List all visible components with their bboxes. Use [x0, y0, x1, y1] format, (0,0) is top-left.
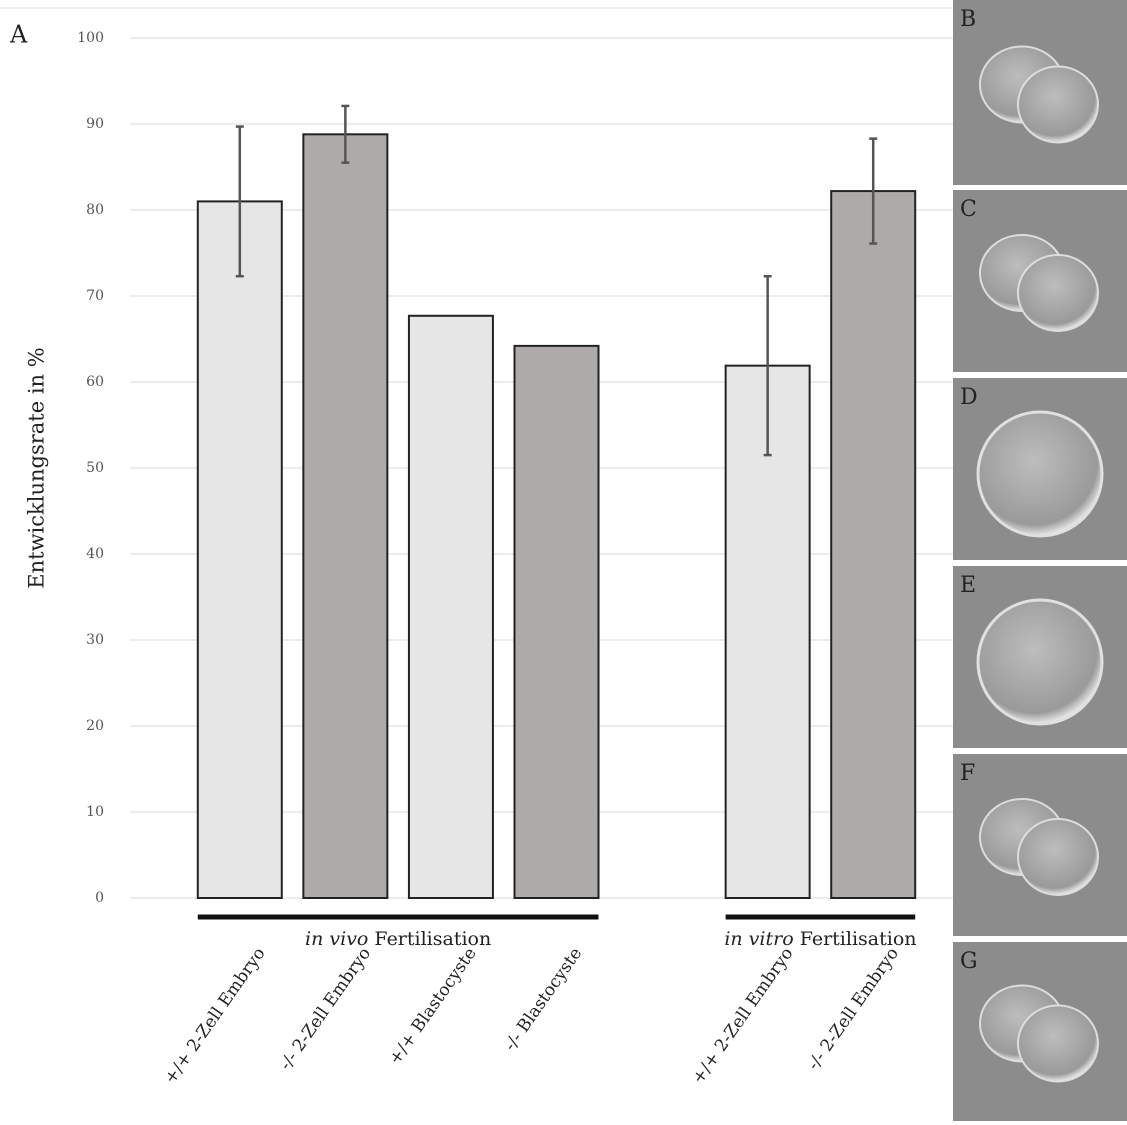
panel-label: F [960, 761, 975, 786]
y-tick-label: 100 [77, 30, 104, 46]
x-tick-label: +/+ Blastocyste [385, 944, 481, 1069]
cell [1018, 819, 1098, 895]
panel-label: C [960, 197, 977, 222]
y-tick-label: 80 [86, 202, 104, 218]
y-tick-label: 0 [95, 890, 104, 906]
group-label-italic: in vitro [724, 928, 793, 950]
cell [1018, 1006, 1098, 1082]
bar [198, 201, 282, 898]
x-tick-label: -/- 2-Zell Embryo [276, 944, 375, 1074]
x-tick-label: +/+ 2-Zell Embryo [160, 944, 269, 1088]
micrograph: E [953, 566, 1127, 748]
bar [831, 191, 915, 898]
y-axis-label: Entwicklungsrate in % [25, 347, 49, 588]
cell [978, 600, 1102, 724]
bar [303, 134, 387, 898]
y-tick-label: 30 [86, 632, 104, 648]
x-tick-label: -/- Blastocyste [500, 944, 586, 1055]
group-label-italic: in vivo [305, 928, 368, 950]
figure: A Entwicklungsrate in % 0 10 20 30 40 50 60 70 8… [0, 0, 1127, 1121]
y-tick-label: 40 [86, 546, 104, 562]
micrograph: D [953, 378, 1127, 560]
panel-label: D [960, 385, 978, 410]
micrograph: B [953, 0, 1127, 185]
group-label-text: Fertilisation [374, 928, 491, 950]
x-tick-label: +/+ 2-Zell Embryo [688, 944, 797, 1088]
bar [409, 316, 493, 898]
panel-label: A [9, 21, 28, 49]
micrograph: C [953, 190, 1127, 372]
micrograph: G [953, 942, 1127, 1121]
panel-label: E [960, 573, 976, 598]
micrograph: F [953, 754, 1127, 936]
group-label: in vitro Fertilisation [724, 928, 916, 950]
group-label-text: Fertilisation [800, 928, 917, 950]
panel-label: B [960, 7, 976, 32]
cell [1018, 67, 1098, 143]
y-tick-label: 50 [86, 460, 104, 476]
bar [515, 346, 599, 898]
x-tick-label: -/- 2-Zell Embryo [804, 944, 903, 1074]
cell [978, 412, 1102, 536]
y-tick-label: 10 [86, 804, 104, 820]
y-tick-label: 90 [86, 116, 104, 132]
group-label: in vivo Fertilisation [305, 928, 491, 950]
y-tick-label: 60 [86, 374, 104, 390]
y-tick-label: 70 [86, 288, 104, 304]
panel-label: G [960, 949, 978, 974]
y-tick-label: 20 [86, 718, 104, 734]
cell [1018, 255, 1098, 331]
